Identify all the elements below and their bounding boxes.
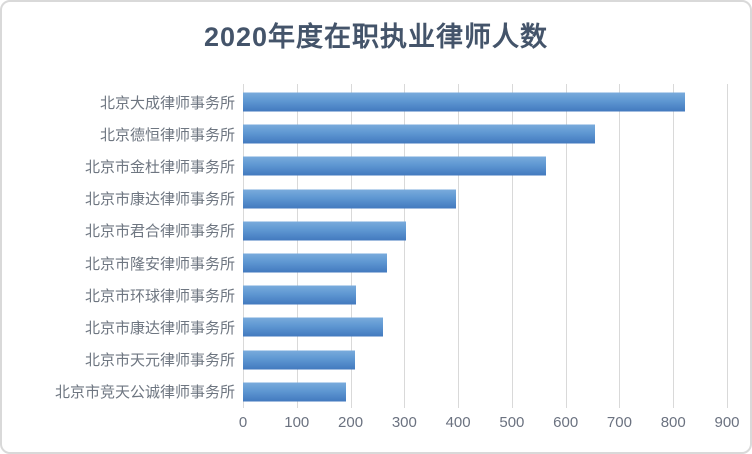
bar-row: 北京市金杜律师事务所 — [2, 150, 727, 182]
bar-track — [243, 118, 727, 150]
category-label: 北京市君合律师事务所 — [84, 223, 235, 241]
category-label: 北京市天元律师事务所 — [84, 352, 235, 370]
bar — [243, 221, 406, 241]
x-tick-label: 0 — [238, 414, 248, 431]
gridline — [565, 84, 567, 408]
x-tick-label: 400 — [445, 414, 471, 431]
x-tick-label: 900 — [714, 414, 740, 431]
category-label: 北京市康达律师事务所 — [84, 319, 235, 337]
gridline — [404, 84, 406, 408]
gridline — [350, 84, 352, 408]
gridline — [511, 84, 513, 408]
x-tick-label: 300 — [391, 414, 417, 431]
category-label: 北京大成律师事务所 — [99, 94, 235, 112]
category-label: 北京德恒律师事务所 — [99, 126, 235, 144]
bar-track — [243, 150, 727, 182]
bar-row: 北京市隆安律师事务所 — [2, 247, 727, 279]
bar — [243, 189, 456, 209]
bar — [243, 124, 596, 144]
x-tick-label: 700 — [606, 414, 632, 431]
bar — [243, 350, 355, 370]
bar-track — [243, 344, 727, 376]
bar — [243, 382, 347, 402]
x-tick-label: 800 — [660, 414, 686, 431]
category-label: 北京市竞天公诚律师事务所 — [54, 384, 235, 402]
bar-track — [243, 86, 727, 118]
chart-title: 2020年度在职执业律师人数 — [203, 22, 549, 52]
category-label: 北京市环球律师事务所 — [84, 287, 235, 305]
x-tick-label: 500 — [499, 414, 525, 431]
bar-track — [243, 376, 727, 408]
bar-row: 北京市天元律师事务所 — [2, 344, 727, 376]
bar-track — [243, 215, 727, 247]
bar — [243, 317, 383, 337]
x-tick-label: 200 — [338, 414, 364, 431]
bar-row: 北京市环球律师事务所 — [2, 279, 727, 311]
bar — [243, 285, 357, 305]
x-axis: 0 100 200 300 400 500 600 700 800 900 — [239, 414, 740, 436]
gridlines — [243, 84, 728, 408]
bar — [243, 156, 546, 176]
bar — [243, 92, 686, 112]
bar-row: 北京市康达律师事务所 — [2, 311, 727, 343]
gridline — [727, 84, 728, 408]
bar-rows: 北京大成律师事务所 北京德恒律师事务所 北京市金杜律师事务所 北京市康达律师事务所 北京… — [2, 86, 727, 408]
gridline — [458, 84, 460, 408]
gridline — [296, 84, 298, 408]
x-tick-label: 600 — [553, 414, 579, 431]
bar-track — [243, 247, 727, 279]
x-tick-label: 100 — [284, 414, 310, 431]
gridline — [243, 84, 244, 408]
bar-track — [243, 311, 727, 343]
bar-track — [243, 183, 727, 215]
category-label: 北京市隆安律师事务所 — [84, 255, 235, 273]
bar-row: 北京大成律师事务所 — [2, 86, 727, 118]
gridline — [673, 84, 675, 408]
category-label: 北京市康达律师事务所 — [84, 191, 235, 209]
bar — [243, 253, 387, 273]
bar-row: 北京市君合律师事务所 — [2, 215, 727, 247]
gridline — [619, 84, 621, 408]
bar-track — [243, 279, 727, 311]
bar-row: 北京市竞天公诚律师事务所 — [2, 376, 727, 408]
bar-row: 北京德恒律师事务所 — [2, 118, 727, 150]
category-label: 北京市金杜律师事务所 — [84, 158, 235, 176]
bar-row: 北京市康达律师事务所 — [2, 183, 727, 215]
